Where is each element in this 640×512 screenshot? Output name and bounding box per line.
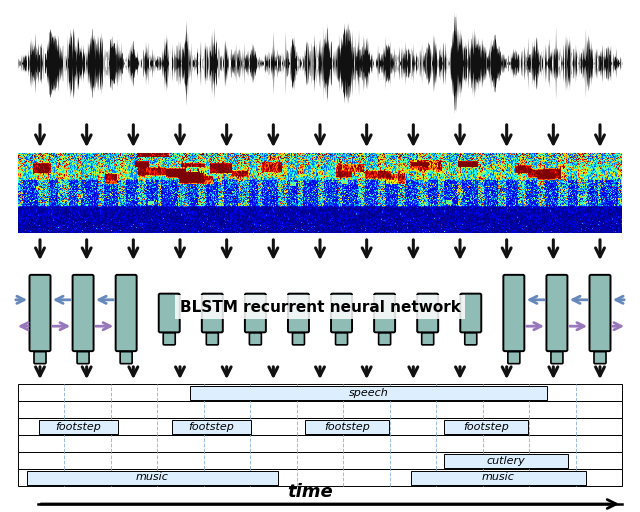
Bar bbox=[18, 469, 622, 486]
Bar bbox=[172, 419, 250, 434]
Text: footstep: footstep bbox=[188, 421, 234, 432]
Bar bbox=[444, 454, 568, 467]
FancyBboxPatch shape bbox=[594, 352, 606, 364]
FancyBboxPatch shape bbox=[163, 333, 175, 345]
FancyBboxPatch shape bbox=[331, 294, 352, 332]
FancyBboxPatch shape bbox=[292, 333, 305, 345]
Bar bbox=[18, 401, 622, 418]
FancyBboxPatch shape bbox=[77, 352, 89, 364]
Text: BLSTM recurrent neural network: BLSTM recurrent neural network bbox=[180, 300, 460, 314]
FancyBboxPatch shape bbox=[288, 294, 309, 332]
FancyBboxPatch shape bbox=[159, 294, 180, 332]
FancyBboxPatch shape bbox=[589, 275, 611, 351]
Bar bbox=[444, 419, 529, 434]
FancyBboxPatch shape bbox=[460, 294, 481, 332]
Bar bbox=[305, 419, 390, 434]
Bar bbox=[18, 435, 622, 452]
FancyBboxPatch shape bbox=[116, 275, 137, 351]
Bar bbox=[411, 471, 586, 484]
FancyBboxPatch shape bbox=[34, 352, 46, 364]
FancyBboxPatch shape bbox=[417, 294, 438, 332]
FancyBboxPatch shape bbox=[202, 294, 223, 332]
FancyBboxPatch shape bbox=[335, 333, 348, 345]
Text: cutlery: cutlery bbox=[486, 456, 525, 465]
Text: time: time bbox=[287, 483, 333, 501]
Bar bbox=[39, 419, 118, 434]
FancyBboxPatch shape bbox=[72, 275, 93, 351]
FancyBboxPatch shape bbox=[379, 333, 390, 345]
Text: footstep: footstep bbox=[56, 421, 101, 432]
Text: music: music bbox=[136, 473, 169, 482]
Text: music: music bbox=[482, 473, 515, 482]
Text: footstep: footstep bbox=[324, 421, 370, 432]
Bar bbox=[18, 452, 622, 469]
FancyBboxPatch shape bbox=[374, 294, 395, 332]
Bar bbox=[190, 386, 547, 399]
Text: footstep: footstep bbox=[463, 421, 509, 432]
FancyBboxPatch shape bbox=[551, 352, 563, 364]
FancyBboxPatch shape bbox=[120, 352, 132, 364]
Bar bbox=[27, 471, 278, 484]
FancyBboxPatch shape bbox=[422, 333, 434, 345]
FancyBboxPatch shape bbox=[29, 275, 51, 351]
FancyBboxPatch shape bbox=[503, 275, 524, 351]
Bar bbox=[18, 384, 622, 401]
FancyBboxPatch shape bbox=[250, 333, 261, 345]
FancyBboxPatch shape bbox=[508, 352, 520, 364]
FancyBboxPatch shape bbox=[245, 294, 266, 332]
FancyBboxPatch shape bbox=[547, 275, 568, 351]
Text: speech: speech bbox=[348, 388, 388, 397]
FancyBboxPatch shape bbox=[465, 333, 477, 345]
Bar bbox=[18, 418, 622, 435]
FancyBboxPatch shape bbox=[206, 333, 218, 345]
